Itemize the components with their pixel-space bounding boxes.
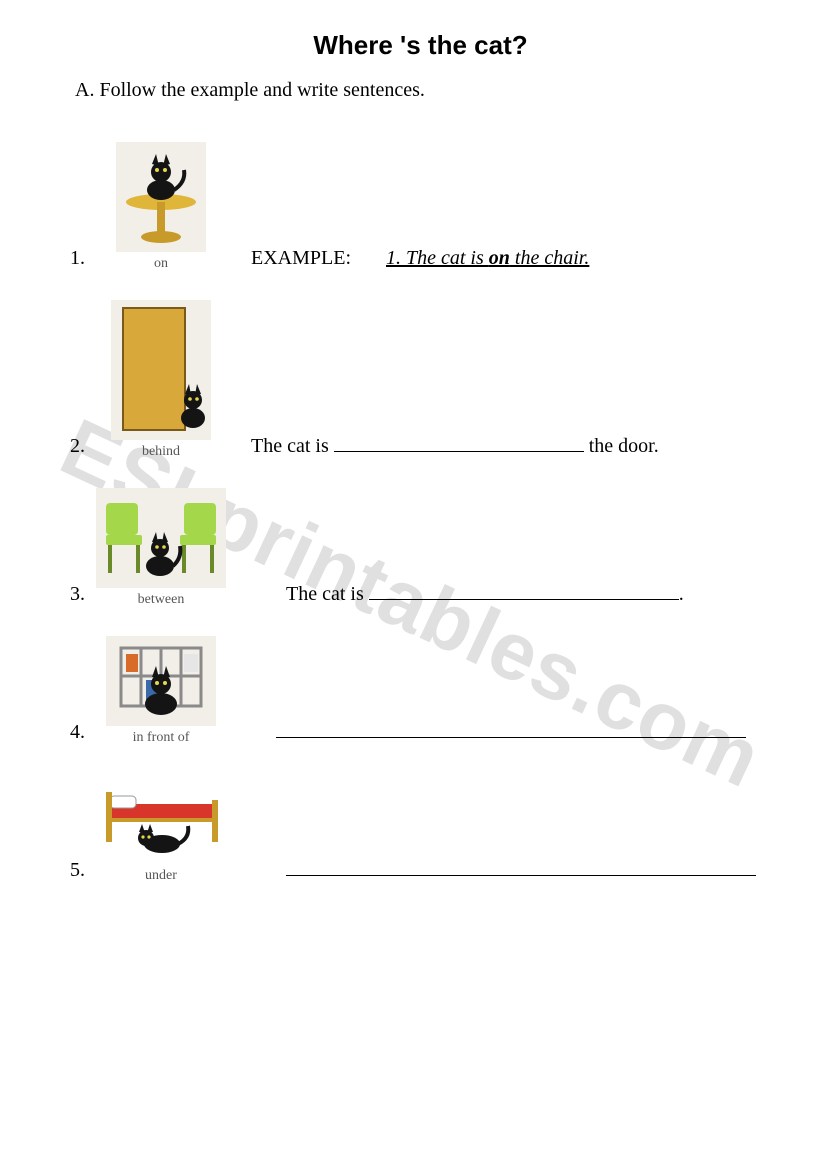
fill-blank[interactable] bbox=[334, 430, 584, 452]
illustration-cat-on-table bbox=[116, 142, 206, 252]
sentence-post: . bbox=[679, 583, 684, 605]
example-label: EXAMPLE: bbox=[251, 247, 351, 269]
item-number: 2. bbox=[70, 435, 96, 460]
item-number: 3. bbox=[70, 583, 96, 608]
sentence-col: EXAMPLE: 1. The cat is on the chair. bbox=[226, 247, 771, 272]
item-4: 4. in front of bbox=[70, 636, 771, 746]
item-number: 4. bbox=[70, 721, 96, 746]
image-caption: on bbox=[154, 256, 168, 272]
illustration-cat-in-front-of-fence bbox=[106, 636, 216, 726]
item-3: 3. b bbox=[70, 488, 771, 608]
item-number: 1. bbox=[70, 247, 96, 272]
worksheet-page: Where 's the cat? A. Follow the example … bbox=[0, 0, 821, 942]
instruction: A. Follow the example and write sentence… bbox=[75, 79, 771, 102]
image-col: between bbox=[96, 488, 226, 608]
page-title: Where 's the cat? bbox=[70, 30, 771, 61]
illustration-cat-between-chairs bbox=[96, 488, 226, 588]
item-number: 5. bbox=[70, 859, 96, 884]
fill-blank[interactable] bbox=[369, 578, 679, 600]
image-caption: between bbox=[138, 592, 185, 608]
sentence-post: the door. bbox=[584, 435, 659, 457]
sentence-col: The cat is the door. bbox=[226, 430, 771, 460]
image-caption: under bbox=[145, 868, 177, 884]
image-col: on bbox=[96, 142, 226, 272]
illustration-cat-under-bed bbox=[96, 774, 226, 864]
sentence-pre: The cat is bbox=[251, 435, 334, 457]
example-sentence: 1. The cat is on the chair. bbox=[386, 247, 589, 269]
sentence-col bbox=[226, 854, 771, 884]
image-col: in front of bbox=[96, 636, 226, 746]
image-caption: behind bbox=[142, 444, 180, 460]
image-col: behind bbox=[96, 300, 226, 460]
image-caption: in front of bbox=[133, 730, 190, 746]
fill-blank[interactable] bbox=[286, 854, 756, 876]
sentence-col: The cat is . bbox=[226, 578, 771, 608]
item-1: 1. on EXAMPLE: 1. The cat is on the bbox=[70, 142, 771, 272]
sentence-pre: The cat is bbox=[286, 583, 369, 605]
fill-blank[interactable] bbox=[276, 716, 746, 738]
item-5: 5. under bbox=[70, 774, 771, 884]
sentence-col bbox=[226, 716, 771, 746]
item-2: 2. behind The cat is the door. bbox=[70, 300, 771, 460]
illustration-cat-behind-door bbox=[111, 300, 211, 440]
image-col: under bbox=[96, 774, 226, 884]
